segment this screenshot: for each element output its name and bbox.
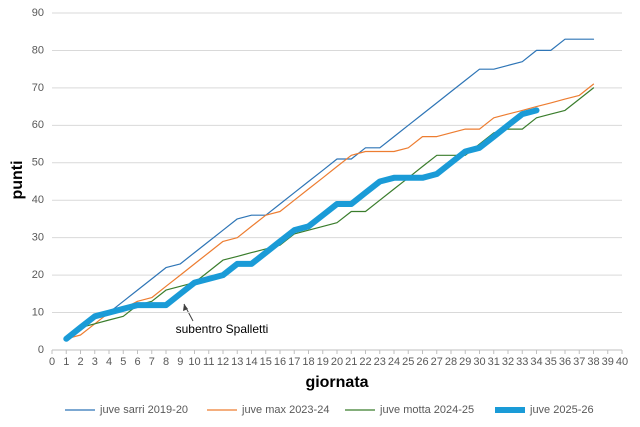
- x-tick-label: 5: [120, 356, 126, 368]
- x-tick-label: 32: [502, 356, 514, 368]
- x-tick-label: 37: [573, 356, 585, 368]
- annotation-text: subentro Spalletti: [176, 322, 269, 336]
- annotation-arrowhead: [183, 304, 188, 311]
- x-tick-label: 4: [106, 356, 112, 368]
- x-tick-label: 28: [445, 356, 457, 368]
- y-tick-label: 60: [32, 119, 44, 131]
- x-tick-label: 17: [288, 356, 300, 368]
- x-tick-label: 22: [359, 356, 371, 368]
- y-tick-label: 20: [32, 269, 44, 281]
- x-tick-label: 30: [473, 356, 485, 368]
- x-tick-label: 39: [602, 356, 614, 368]
- y-tick-label: 70: [32, 82, 44, 94]
- x-tick-label: 2: [77, 356, 83, 368]
- x-tick-label: 19: [317, 356, 329, 368]
- x-tick-label: 21: [345, 356, 357, 368]
- x-tick-label: 14: [245, 356, 257, 368]
- x-tick-label: 7: [149, 356, 155, 368]
- x-tick-label: 36: [559, 356, 571, 368]
- x-tick-label: 8: [163, 356, 169, 368]
- x-tick-label: 10: [188, 356, 200, 368]
- x-tick-label: 38: [587, 356, 599, 368]
- y-axis-title: punti: [9, 160, 26, 199]
- x-tick-label: 34: [530, 356, 542, 368]
- x-tick-label: 16: [274, 356, 286, 368]
- x-tick-label: 25: [402, 356, 414, 368]
- y-tick-label: 50: [32, 157, 44, 169]
- y-tick-label: 80: [32, 44, 44, 56]
- x-tick-label: 0: [49, 356, 55, 368]
- legend-label: juve 2025-26: [529, 404, 594, 416]
- x-tick-label: 40: [616, 356, 628, 368]
- series-line: [65, 38, 595, 340]
- x-tick-label: 27: [431, 356, 443, 368]
- x-tick-label: 15: [260, 356, 272, 368]
- x-tick-label: 26: [416, 356, 428, 368]
- x-tick-label: 12: [217, 356, 229, 368]
- x-tick-label: 29: [459, 356, 471, 368]
- series-line: [63, 107, 540, 342]
- x-tick-label: 3: [92, 356, 98, 368]
- y-tick-label: 40: [32, 194, 44, 206]
- y-tick-label: 90: [32, 7, 44, 19]
- x-tick-label: 20: [331, 356, 343, 368]
- x-tick-label: 1: [63, 356, 69, 368]
- x-tick-label: 35: [545, 356, 557, 368]
- legend-label: juve sarri 2019-20: [99, 404, 188, 416]
- series-line: [65, 83, 595, 340]
- x-tick-label: 31: [488, 356, 500, 368]
- legend-label: juve max 2023-24: [241, 404, 329, 416]
- x-tick-label: 23: [374, 356, 386, 368]
- x-tick-label: 9: [177, 356, 183, 368]
- x-tick-label: 24: [388, 356, 400, 368]
- x-tick-label: 18: [302, 356, 314, 368]
- y-tick-label: 10: [32, 306, 44, 318]
- y-tick-label: 30: [32, 232, 44, 244]
- x-tick-label: 33: [516, 356, 528, 368]
- x-tick-label: 13: [231, 356, 243, 368]
- x-tick-label: 11: [203, 356, 214, 368]
- legend-label: juve motta 2024-25: [379, 404, 474, 416]
- x-tick-label: 6: [134, 356, 140, 368]
- x-axis-title: giornata: [305, 374, 368, 391]
- y-tick-label: 0: [38, 344, 44, 356]
